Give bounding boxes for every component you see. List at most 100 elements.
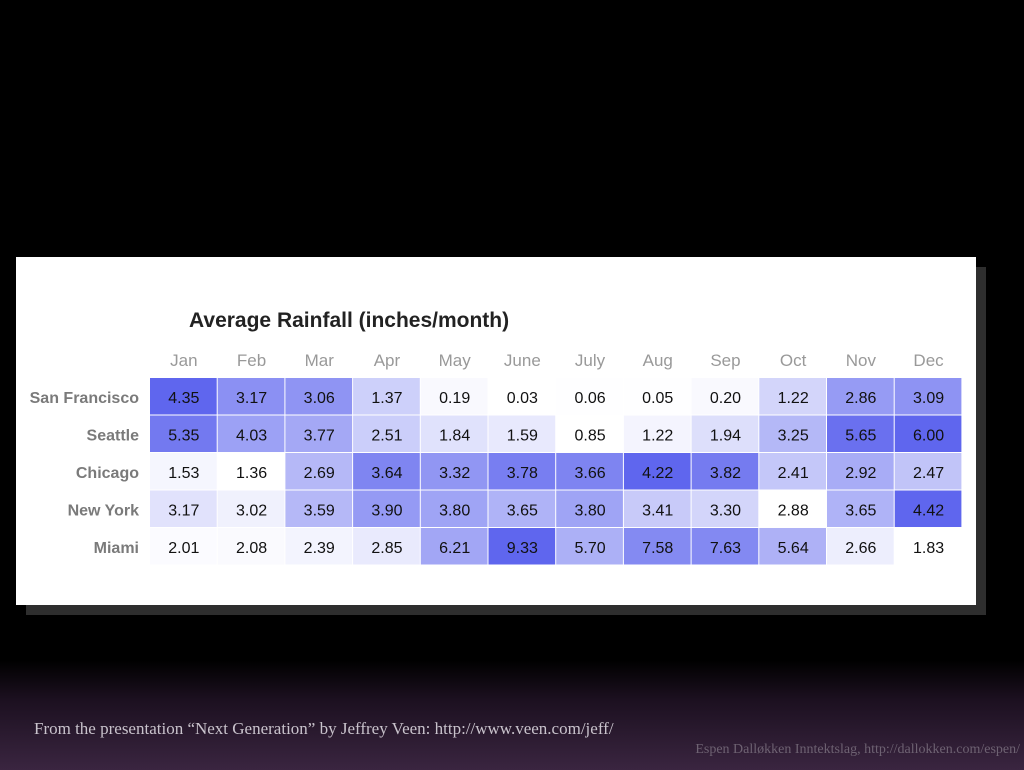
cell-label-chicago-oct: 2.41 (778, 465, 809, 482)
cell-chicago-sep (691, 453, 759, 490)
cell-seattle-apr (353, 415, 420, 452)
cell-chicago-feb (217, 453, 285, 490)
column-header-aug: Aug (643, 351, 673, 370)
cell-label-san-francisco-oct: 1.22 (778, 390, 809, 407)
cell-label-chicago-may: 3.32 (439, 465, 470, 482)
column-header-apr: Apr (374, 351, 401, 370)
cell-label-chicago-dec: 2.47 (913, 465, 944, 482)
column-header-dec: Dec (913, 351, 944, 370)
cell-label-san-francisco-july: 0.06 (574, 390, 605, 407)
cell-label-miami-nov: 2.66 (845, 540, 876, 557)
cell-label-seattle-mar: 3.77 (304, 427, 335, 444)
column-header-sep: Sep (710, 351, 740, 370)
cell-san-francisco-may (420, 378, 488, 415)
cell-label-new-york-jan: 3.17 (168, 502, 199, 519)
heatmap-cells: 4.35 3.17 3.06 1.37 0.19 0.03 0.06 0.05 0.20 1.22… (150, 378, 962, 565)
cell-seattle-jan (150, 415, 217, 452)
cell-label-miami-sep: 7.63 (710, 540, 741, 557)
cell-san-francisco-nov (827, 378, 894, 415)
cell-label-miami-jan: 2.01 (168, 540, 199, 557)
cell-miami-aug (623, 528, 691, 565)
cell-label-chicago-feb: 1.36 (236, 465, 267, 482)
cell-label-miami-aug: 7.58 (642, 540, 673, 557)
cell-label-new-york-apr: 3.90 (371, 502, 402, 519)
cell-label-seattle-sep: 1.94 (710, 427, 741, 444)
cell-label-miami-apr: 2.85 (371, 540, 402, 557)
cell-label-new-york-july: 3.80 (574, 502, 605, 519)
cell-chicago-july (556, 453, 623, 490)
cell-seattle-oct (759, 415, 826, 452)
cell-label-miami-mar: 2.39 (304, 540, 335, 557)
column-header-july: July (575, 351, 606, 370)
cell-label-san-francisco-apr: 1.37 (371, 390, 402, 407)
cell-label-chicago-aug: 4.22 (642, 465, 673, 482)
rainfall-heatmap: Average Rainfall (inches/month) Jan Feb Ma… (30, 309, 962, 565)
cell-chicago-may (420, 453, 488, 490)
cell-seattle-dec (894, 415, 962, 452)
cell-chicago-apr (353, 453, 420, 490)
cell-label-new-york-nov: 3.65 (845, 502, 876, 519)
cell-miami-may (420, 528, 488, 565)
cell-label-seattle-oct: 3.25 (778, 427, 809, 444)
column-header-nov: Nov (846, 351, 877, 370)
cell-label-new-york-feb: 3.02 (236, 502, 267, 519)
cell-seattle-june (488, 415, 556, 452)
cell-label-chicago-july: 3.66 (574, 465, 605, 482)
cell-label-chicago-nov: 2.92 (845, 465, 876, 482)
column-header-may: May (439, 351, 472, 370)
cell-san-francisco-mar (285, 378, 353, 415)
cell-san-francisco-oct (759, 378, 826, 415)
cell-label-new-york-mar: 3.59 (304, 502, 335, 519)
cell-new-york-oct (759, 490, 826, 527)
cell-miami-jan (150, 528, 217, 565)
cell-label-seattle-nov: 5.65 (845, 427, 876, 444)
cell-new-york-aug (623, 490, 691, 527)
cell-label-san-francisco-may: 0.19 (439, 390, 470, 407)
cell-new-york-june (488, 490, 556, 527)
cell-san-francisco-feb (217, 378, 285, 415)
cell-san-francisco-sep (691, 378, 759, 415)
cell-miami-nov (827, 528, 894, 565)
row-label-miami: Miami (94, 540, 139, 557)
column-header-feb: Feb (237, 351, 266, 370)
column-header-mar: Mar (305, 351, 335, 370)
chart-title: Average Rainfall (inches/month) (189, 309, 509, 332)
column-headers: Jan Feb Mar Apr May June July Aug Sep Oct Nov Dec (170, 351, 944, 370)
cell-chicago-aug (623, 453, 691, 490)
cell-label-seattle-dec: 6.00 (913, 427, 944, 444)
cell-label-new-york-june: 3.65 (507, 502, 538, 519)
cell-chicago-june (488, 453, 556, 490)
cell-seattle-july (556, 415, 623, 452)
cell-miami-dec (894, 528, 962, 565)
cell-chicago-jan (150, 453, 217, 490)
row-label-chicago: Chicago (76, 465, 139, 482)
cell-miami-feb (217, 528, 285, 565)
cell-new-york-jan (150, 490, 217, 527)
cell-label-san-francisco-jan: 4.35 (168, 390, 199, 407)
cell-label-san-francisco-nov: 2.86 (845, 390, 876, 407)
cell-label-chicago-sep: 3.82 (710, 465, 741, 482)
cell-chicago-oct (759, 453, 826, 490)
row-labels: San Francisco Seattle Chicago New York Miami (30, 390, 140, 557)
cell-san-francisco-june (488, 378, 556, 415)
cell-seattle-may (420, 415, 488, 452)
cell-new-york-apr (353, 490, 420, 527)
cell-label-miami-dec: 1.83 (913, 540, 944, 557)
cell-new-york-nov (827, 490, 894, 527)
cell-label-miami-feb: 2.08 (236, 540, 267, 557)
cell-label-new-york-aug: 3.41 (642, 502, 673, 519)
cell-san-francisco-apr (353, 378, 420, 415)
cell-label-chicago-jan: 1.53 (168, 465, 199, 482)
cell-label-miami-july: 5.70 (574, 540, 605, 557)
cell-chicago-mar (285, 453, 353, 490)
cell-new-york-mar (285, 490, 353, 527)
row-label-new-york: New York (68, 502, 140, 519)
cell-label-chicago-june: 3.78 (507, 465, 538, 482)
cell-san-francisco-aug (623, 378, 691, 415)
cell-new-york-sep (691, 490, 759, 527)
cell-label-seattle-aug: 1.22 (642, 427, 673, 444)
cell-label-new-york-may: 3.80 (439, 502, 470, 519)
cell-label-seattle-june: 1.59 (507, 427, 538, 444)
cell-chicago-dec (894, 453, 962, 490)
cell-label-san-francisco-sep: 0.20 (710, 390, 741, 407)
